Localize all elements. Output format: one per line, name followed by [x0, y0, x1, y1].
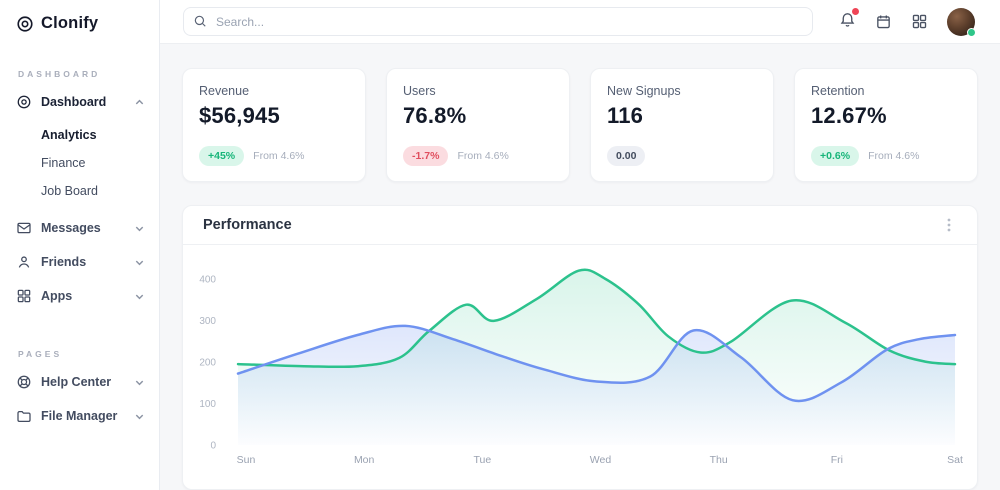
chart-title: Performance [203, 217, 292, 233]
performance-card: Performance 0 100 200 300 400 Sun Mon Tue Wed Thu… [182, 205, 978, 490]
chevron-up-icon [135, 99, 144, 104]
logo-text: Clonify [41, 14, 99, 32]
sidebar-item-label: Messages [41, 221, 101, 235]
person-icon [18, 256, 30, 268]
y-axis-tick: 400 [199, 275, 216, 286]
topbar-actions [839, 7, 1000, 37]
x-axis-label: Sun [237, 454, 256, 466]
stat-label: Retention [811, 84, 865, 98]
stat-value: $56,945 [199, 103, 280, 128]
avatar[interactable] [947, 7, 976, 37]
x-axis-label: Fri [831, 454, 843, 466]
section-label-pages: PAGES [18, 349, 63, 359]
stat-label: New Signups [607, 84, 681, 98]
lifebuoy-icon [17, 375, 31, 389]
performance-chart-svg: 0 100 200 300 400 Sun Mon Tue Wed Thu Fri Sat [199, 268, 963, 466]
x-axis-label: Sat [947, 454, 963, 466]
notifications-button[interactable] [839, 7, 859, 33]
sidebar-item-label: File Manager [41, 409, 118, 423]
x-axis-label: Wed [590, 454, 612, 466]
chevron-down-icon [135, 260, 144, 265]
calendar-icon[interactable] [875, 13, 892, 30]
topbar [160, 0, 1000, 44]
stat-card-revenue: Revenue $56,945 +45% From 4.6% [182, 68, 366, 182]
bell-icon [840, 12, 855, 27]
performance-card-header: Performance [183, 206, 977, 245]
status-badge: -1.7% [403, 146, 449, 166]
x-axis-label: Mon [354, 454, 375, 466]
y-axis-tick: 300 [199, 316, 216, 327]
notification-dot [852, 7, 859, 15]
chevron-down-icon [135, 380, 144, 385]
clonify-logo-icon [17, 15, 33, 32]
chevron-down-icon [135, 294, 144, 299]
sidebar-item-file-manager[interactable]: File Manager [0, 399, 159, 433]
series-blue-line [236, 324, 957, 403]
kebab-menu-icon[interactable] [941, 217, 957, 233]
stat-label: Users [403, 84, 436, 98]
chevron-down-icon [135, 226, 144, 231]
y-axis-tick: 0 [210, 441, 216, 452]
dashboard-icon [17, 95, 31, 109]
status-badge: +0.6% [811, 146, 860, 166]
sidebar-item-label: Apps [41, 289, 73, 303]
sidebar-subitem-finance[interactable]: Finance [41, 156, 86, 170]
stat-card-retention: Retention 12.67% +0.6% From 4.6% [794, 68, 978, 182]
sidebar-item-apps[interactable]: Apps [0, 279, 159, 313]
sidebar-item-dashboard[interactable]: Dashboard [0, 85, 159, 119]
stat-card-new-signups: New Signups 116 0.00 [590, 68, 774, 182]
stat-label: Revenue [199, 84, 250, 98]
sidebar-item-help-center[interactable]: Help Center [0, 365, 159, 399]
sidebar-item-friends[interactable]: Friends [0, 245, 159, 279]
chevron-down-icon [135, 414, 144, 419]
stat-note: From 4.6% [868, 150, 920, 162]
sidebar-subitem-job-board[interactable]: Job Board [41, 184, 98, 198]
sidebar-subitem-analytics[interactable]: Analytics [41, 128, 97, 142]
series-blue-area [238, 325, 955, 445]
status-badge: 0.00 [607, 146, 646, 166]
stats-row: Revenue $56,945 +45% From 4.6% Users 76.… [182, 68, 978, 182]
stat-note: From 4.6% [253, 150, 305, 162]
sidebar-item-label: Help Center [41, 375, 112, 389]
x-axis-label: Thu [710, 454, 728, 466]
sidebar-item-messages[interactable]: Messages [0, 211, 159, 245]
sidebar-item-label: Friends [41, 255, 87, 269]
sidebar: Clonify DASHBOARD Dashboard Analytics Fi… [0, 0, 160, 490]
folder-icon [17, 411, 31, 422]
search-icon [194, 15, 206, 27]
online-status-dot [967, 27, 976, 37]
apps-grid-icon[interactable] [911, 13, 928, 30]
logo[interactable]: Clonify [0, 0, 159, 33]
x-axis-label: Tue [473, 454, 491, 466]
search-box [183, 7, 813, 36]
dashboard-submenu: Analytics Finance Job Board [0, 119, 159, 211]
stat-card-users: Users 76.8% -1.7% From 4.6% [386, 68, 570, 182]
stat-value: 76.8% [403, 103, 467, 128]
performance-chart: 0 100 200 300 400 Sun Mon Tue Wed Thu Fri Sat [183, 245, 977, 489]
envelope-icon [17, 222, 31, 234]
search-input[interactable] [183, 7, 813, 36]
grid-icon [17, 289, 31, 303]
section-label-dashboard: DASHBOARD [18, 69, 101, 79]
status-badge: +45% [199, 146, 245, 166]
y-axis-tick: 200 [199, 358, 216, 369]
y-axis-tick: 100 [199, 399, 216, 410]
series-green-line [236, 268, 957, 369]
stat-note: From 4.6% [457, 150, 509, 162]
stat-value: 116 [607, 103, 644, 128]
sidebar-item-label: Dashboard [41, 95, 107, 109]
stat-value: 12.67% [811, 103, 887, 128]
